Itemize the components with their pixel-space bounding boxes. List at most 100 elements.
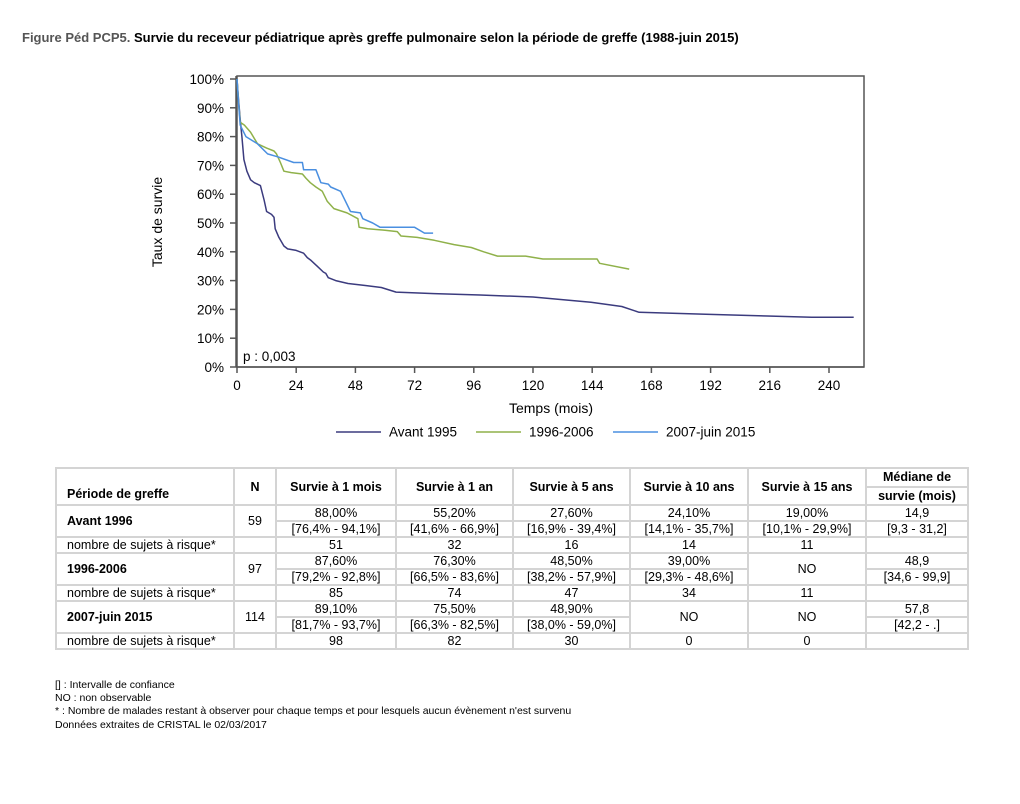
- value-cell: 48,50%: [512, 552, 631, 570]
- ci-cell: [38,0% - 59,0%]: [512, 616, 631, 634]
- x-tick-label: 120: [522, 378, 545, 393]
- legend-label-2: 2007-juin 2015: [666, 425, 755, 440]
- ci-cell: [14,1% - 35,7%]: [629, 520, 749, 538]
- risk-row: nombre de sujets à risque* 51 32 16 14 1…: [55, 536, 969, 554]
- risk-label: nombre de sujets à risque*: [55, 536, 235, 554]
- y-tick-label: 90%: [197, 101, 224, 116]
- x-tick-label: 144: [581, 378, 604, 393]
- value-cell: 19,00%: [747, 504, 867, 522]
- series-line-0: [236, 78, 854, 318]
- y-tick-label: 70%: [197, 158, 224, 173]
- header-10-years: Survie à 10 ans: [629, 467, 749, 506]
- y-tick-label: 60%: [197, 187, 224, 202]
- ci-cell: [10,1% - 29,9%]: [747, 520, 867, 538]
- table-row-ci: [81,7% - 93,7%] [66,3% - 82,5%] [38,0% -…: [56, 616, 969, 634]
- value-cell: 48,90%: [512, 600, 631, 618]
- footnote: * : Nombre de malades restant à observer…: [55, 705, 572, 718]
- plot-frame: [236, 75, 865, 368]
- n-cell: 59: [233, 504, 277, 538]
- footnote: [] : Intervalle de confiance: [55, 679, 175, 691]
- risk-row: nombre de sujets à risque* 85 74 47 34 1…: [55, 584, 969, 602]
- legend-label-1: 1996-2006: [529, 425, 594, 440]
- x-tick-label: 240: [818, 378, 841, 393]
- figure-title: Figure Péd PCP5. Survie du receveur pédi…: [22, 30, 739, 45]
- table-header-row: Période de greffe N Survie à 1 mois Surv…: [55, 467, 969, 506]
- header-n: N: [233, 467, 277, 506]
- value-cell: 76,30%: [395, 552, 514, 570]
- value-cell: NO: [747, 552, 867, 586]
- risk-n-empty: [233, 632, 277, 650]
- risk-cell: 0: [629, 632, 749, 650]
- header-1-month: Survie à 1 mois: [275, 467, 397, 506]
- header-median-line2: survie (mois): [865, 485, 969, 506]
- value-cell: 89,10%: [275, 600, 397, 618]
- risk-cell: 98: [275, 632, 397, 650]
- risk-cell: 82: [395, 632, 514, 650]
- value-cell: 87,60%: [275, 552, 397, 570]
- median-cell: 57,8: [865, 600, 969, 618]
- risk-n-empty: [233, 584, 277, 602]
- risk-median-empty: [865, 584, 969, 602]
- series-line-2: [236, 78, 434, 234]
- y-tick-label: 0%: [204, 360, 224, 375]
- risk-n-empty: [233, 536, 277, 554]
- ci-cell: [81,7% - 93,7%]: [275, 616, 397, 634]
- value-cell: NO: [747, 600, 867, 634]
- footnotes: [] : Intervalle de confiance NO : non ob…: [55, 679, 571, 732]
- x-tick-label: 216: [759, 378, 782, 393]
- risk-cell: 0: [747, 632, 867, 650]
- ci-cell: [41,6% - 66,9%]: [395, 520, 514, 538]
- table-row-ci: [76,4% - 94,1%] [41,6% - 66,9%] [16,9% -…: [56, 520, 969, 538]
- value-cell: 24,10%: [629, 504, 749, 522]
- period-cell: Avant 1996: [55, 504, 235, 538]
- ci-cell: [79,2% - 92,8%]: [275, 568, 397, 586]
- ci-cell: [66,3% - 82,5%]: [395, 616, 514, 634]
- ci-cell: [29,3% - 48,6%]: [629, 568, 749, 586]
- median-ci-cell: [42,2 - .]: [865, 616, 969, 634]
- footnote: Données extraites de CRISTAL le 02/03/20…: [55, 718, 267, 731]
- series-group: [236, 78, 854, 318]
- risk-cell: 30: [512, 632, 631, 650]
- y-tick-label: 40%: [197, 245, 224, 260]
- x-ticks: 0 24 48 72 96 120 144 168 192 216 240: [233, 367, 840, 393]
- x-tick-label: 48: [348, 378, 363, 393]
- header-period: Période de greffe: [55, 467, 235, 506]
- n-cell: 97: [233, 552, 277, 586]
- x-axis-title: Temps (mois): [509, 400, 593, 416]
- risk-median-empty: [865, 632, 969, 650]
- value-cell: 75,50%: [395, 600, 514, 618]
- risk-cell: 14: [629, 536, 749, 554]
- y-tick-label: 30%: [197, 274, 224, 289]
- legend: Avant 1995 1996-2006 2007-juin 2015: [336, 425, 755, 440]
- risk-cell: 32: [395, 536, 514, 554]
- ci-cell: [16,9% - 39,4%]: [512, 520, 631, 538]
- header-5-years: Survie à 5 ans: [512, 467, 631, 506]
- y-axis-title: Taux de survie: [149, 177, 165, 267]
- y-tick-label: 80%: [197, 130, 224, 145]
- y-tick-label: 50%: [197, 216, 224, 231]
- risk-cell: 85: [275, 584, 397, 602]
- footnote: NO : non observable: [55, 692, 152, 705]
- median-cell: 14,9: [865, 504, 969, 522]
- y-tick-label: 20%: [197, 302, 224, 317]
- y-ticks: 0% 10% 20% 30% 40% 50% 60% 70% 80% 90% 100%: [189, 72, 236, 375]
- ci-cell: [76,4% - 94,1%]: [275, 520, 397, 538]
- value-cell: 55,20%: [395, 504, 514, 522]
- ci-cell: [66,5% - 83,6%]: [395, 568, 514, 586]
- risk-cell: 34: [629, 584, 749, 602]
- risk-cell: 51: [275, 536, 397, 554]
- figure-prefix: Figure Péd PCP5.: [22, 30, 131, 45]
- survival-chart: 0% 10% 20% 30% 40% 50% 60% 70% 80% 90% 100% 0 24 48 7…: [149, 72, 865, 440]
- x-tick-label: 72: [407, 378, 422, 393]
- period-cell: 2007-juin 2015: [55, 600, 235, 634]
- table-row: 1996-2006 97 87,60% 76,30% 48,50% 39,00%…: [55, 552, 969, 586]
- header-median-line1: Médiane de: [865, 467, 969, 488]
- table-row: Avant 1996 59 88,00% 55,20% 27,60% 24,10…: [55, 504, 969, 538]
- y-tick-label: 100%: [189, 72, 224, 87]
- x-tick-label: 0: [233, 378, 241, 393]
- risk-label: nombre de sujets à risque*: [55, 584, 235, 602]
- value-cell: 88,00%: [275, 504, 397, 522]
- risk-cell: 16: [512, 536, 631, 554]
- series-line-1: [236, 78, 630, 270]
- x-tick-label: 192: [699, 378, 722, 393]
